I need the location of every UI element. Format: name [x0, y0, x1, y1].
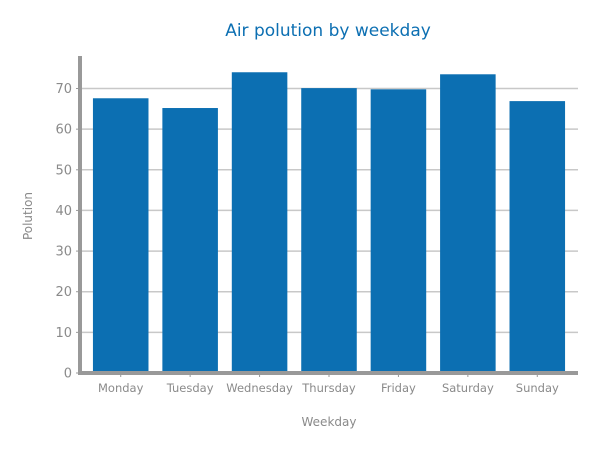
- y-tick-label: 70: [55, 82, 72, 97]
- y-tick-label: 60: [55, 123, 72, 138]
- x-tick-label: Thursday: [301, 381, 356, 395]
- y-tick-label: 20: [55, 285, 72, 300]
- x-tick-label: Monday: [98, 381, 144, 395]
- y-axis-ticks: 0 10 20 30 40 50 60 70: [55, 82, 80, 382]
- y-tick-label: 30: [55, 245, 72, 260]
- bars: [92, 72, 566, 374]
- bar-wednesday: [231, 72, 288, 373]
- bar-sunday: [509, 101, 566, 373]
- bar-thursday: [301, 88, 357, 373]
- bar-monday: [92, 98, 149, 374]
- y-tick-label: 50: [55, 163, 72, 178]
- x-tick-label: Sunday: [516, 381, 559, 395]
- bar-friday: [370, 89, 427, 374]
- x-tick-label: Wednesday: [226, 381, 293, 395]
- y-tick-label: 0: [64, 367, 72, 382]
- y-axis-label: Polution: [21, 192, 35, 240]
- y-tick-label: 40: [55, 204, 72, 219]
- x-axis-label: Weekday: [302, 415, 357, 429]
- x-tick-label: Saturday: [442, 381, 494, 395]
- bar-saturday: [440, 74, 496, 374]
- chart-title: Air polution by weekday: [225, 21, 431, 41]
- y-tick-label: 10: [55, 326, 72, 341]
- bar-tuesday: [162, 108, 218, 374]
- x-tick-label: Tuesday: [166, 381, 214, 395]
- x-tick-label: Friday: [381, 381, 416, 395]
- x-axis-ticks: Monday Tuesday Wednesday Thursday Friday Satu…: [98, 373, 559, 395]
